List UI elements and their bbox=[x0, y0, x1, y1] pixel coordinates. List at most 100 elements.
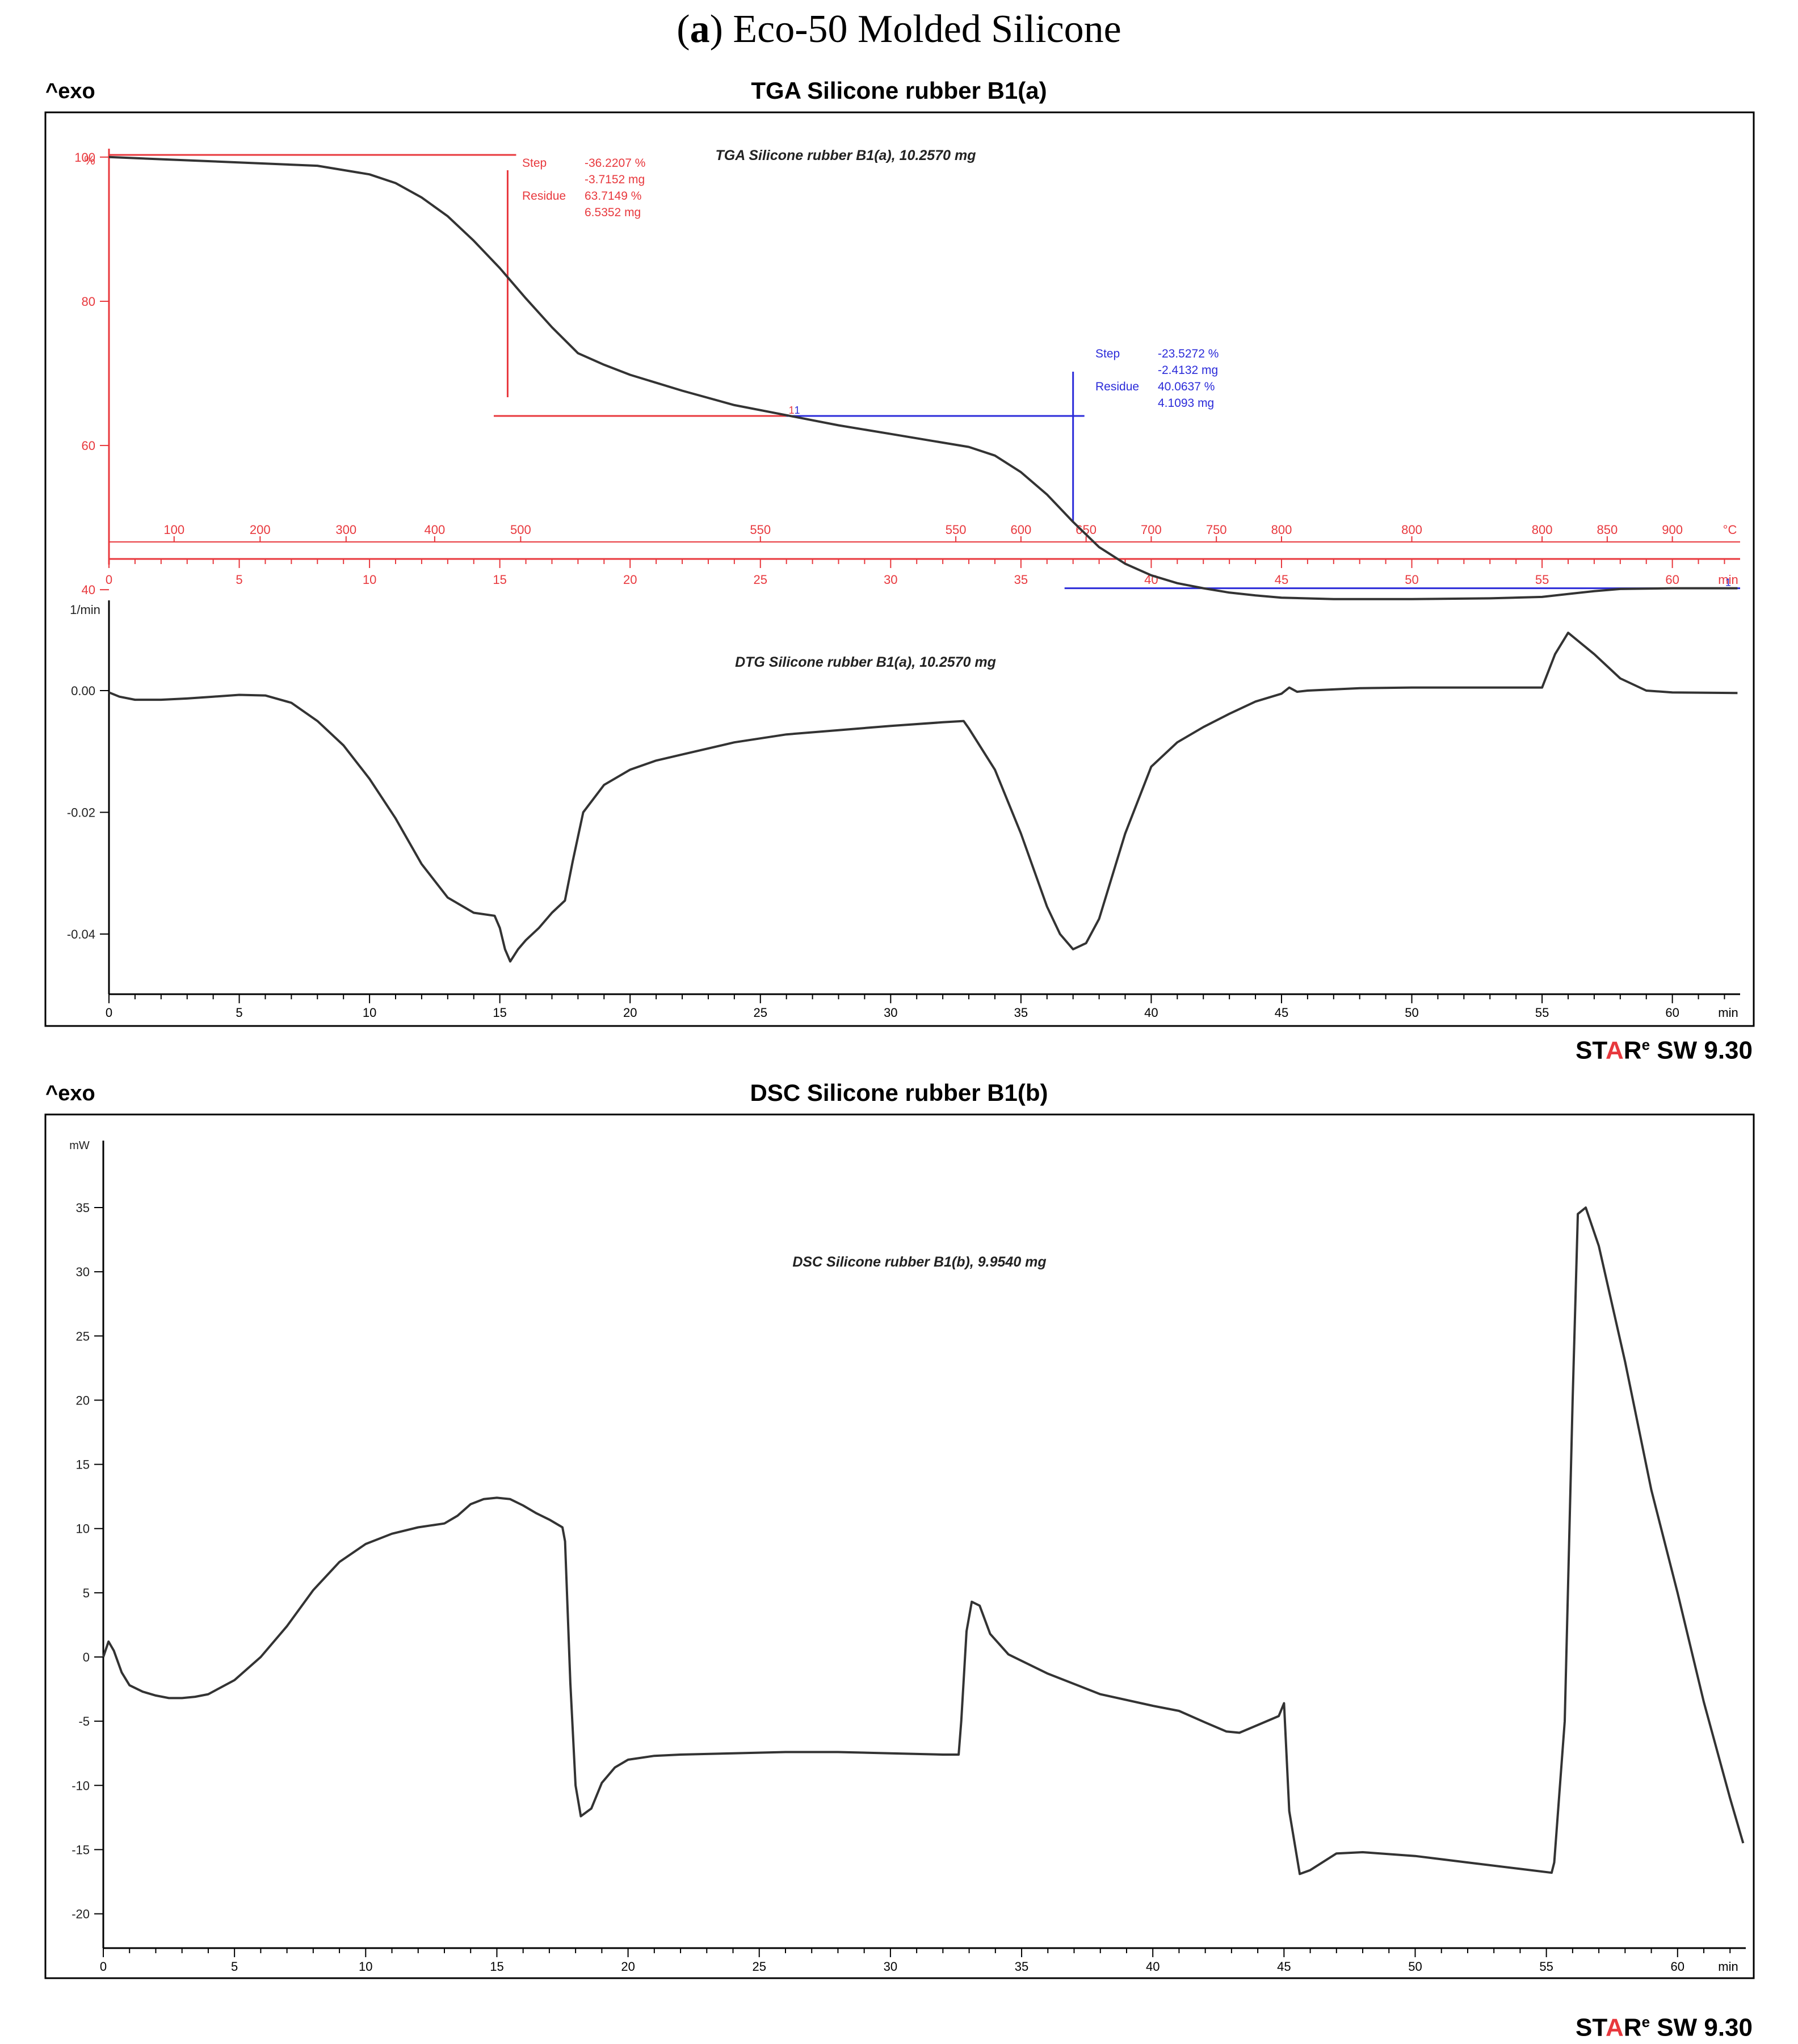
tga-temp-label: 800 bbox=[1532, 523, 1553, 537]
dsc-x-axis-unit: min bbox=[1718, 1959, 1738, 1974]
tga-y-tick-label: 80 bbox=[82, 295, 95, 309]
dsc-y-tick-label: -5 bbox=[78, 1714, 90, 1728]
tga-temp-label: 500 bbox=[510, 523, 531, 537]
dtg-y-tick-label: 0.00 bbox=[71, 684, 95, 698]
tga-temp-label: 200 bbox=[250, 523, 271, 537]
dtg-x-axis-tick-label: 5 bbox=[236, 1006, 242, 1020]
tga-marker-end: 1 bbox=[1725, 577, 1731, 588]
tga-marker-1: 1 bbox=[789, 405, 795, 416]
tga-x-axis-tick-label: 5 bbox=[236, 573, 242, 587]
tga-x-axis-tick-label: 60 bbox=[1665, 573, 1679, 587]
dsc-y-tick-label: 30 bbox=[76, 1265, 90, 1279]
dsc-x-axis-tick-label: 35 bbox=[1015, 1959, 1028, 1974]
dtg-x-axis-tick-label: 30 bbox=[884, 1006, 897, 1020]
dtg-y-tick-label: -0.02 bbox=[67, 806, 95, 820]
dsc-x-axis-tick-label: 25 bbox=[753, 1959, 766, 1974]
tga-y-tick-label: 100 bbox=[74, 150, 95, 165]
dtg-y-unit: 1/min bbox=[70, 603, 100, 617]
tga-temp-label: 850 bbox=[1597, 523, 1618, 537]
dsc-y-tick-label: 20 bbox=[76, 1393, 90, 1407]
dsc-x-axis-tick-label: 55 bbox=[1539, 1959, 1553, 1974]
tga-x-axis-tick-label: 45 bbox=[1275, 573, 1288, 587]
tga-x-axis-tick-label: 35 bbox=[1014, 573, 1028, 587]
dtg-y-tick-label: -0.04 bbox=[67, 927, 95, 941]
tga-temp-label: 600 bbox=[1011, 523, 1032, 537]
dsc-x-axis-tick-label: 45 bbox=[1277, 1959, 1291, 1974]
tga-y-unit: % bbox=[84, 153, 95, 167]
dtg-x-axis-tick-label: 20 bbox=[623, 1006, 637, 1020]
dsc-y-tick-label: 10 bbox=[76, 1522, 90, 1536]
tga-chart-title: TGA Silicone rubber B1(a) bbox=[751, 77, 1047, 104]
software-label-top: STARe SW 9.30 bbox=[1576, 1036, 1753, 1065]
dsc-curve bbox=[102, 1206, 1745, 1875]
dtg-plot: 1/min 0.00 -0.02 -0.04 0 5 10 15 20 25 30 35 40 45 50 5… bbox=[67, 600, 1740, 1020]
tga-x-axis-tick-label: 0 bbox=[106, 573, 112, 587]
dsc-y-tick-label: 5 bbox=[83, 1586, 90, 1600]
dsc-x-axis-tick-label: 40 bbox=[1146, 1959, 1160, 1974]
dsc-y-tick-label: 25 bbox=[76, 1329, 90, 1343]
tga-temp-label: 800 bbox=[1271, 523, 1292, 537]
top-panel-frame bbox=[44, 111, 1755, 1027]
dtg-x-axis-unit: min bbox=[1718, 1006, 1738, 1020]
dsc-y-tick-label: -20 bbox=[72, 1907, 90, 1921]
dsc-y-unit: mW bbox=[69, 1139, 90, 1152]
tga-x-axis-tick-label: 55 bbox=[1535, 573, 1549, 587]
tga-temp-label: 800 bbox=[1401, 523, 1422, 537]
tga-annot2-residue-pct: 40.0637 % bbox=[1158, 380, 1215, 393]
dsc-curve-label: DSC Silicone rubber B1(b), 9.9540 mg bbox=[792, 1254, 1046, 1270]
tga-temp-unit: °C bbox=[1723, 523, 1737, 537]
tga-temp-label: 550 bbox=[750, 523, 771, 537]
tga-annot2-step-label: Step bbox=[1095, 347, 1120, 360]
tga-curve bbox=[108, 155, 1738, 600]
dtg-x-axis-tick-label: 60 bbox=[1665, 1006, 1679, 1020]
dsc-chart-title: DSC Silicone rubber B1(b) bbox=[750, 1079, 1048, 1106]
tga-annot1-residue-pct: 63.7149 % bbox=[585, 190, 641, 203]
dtg-x-axis-tick-label: 15 bbox=[493, 1006, 506, 1020]
dsc-x-axis-tick-label: 5 bbox=[231, 1959, 238, 1974]
dsc-exo-label: ^exo bbox=[45, 1082, 95, 1105]
tga-temp-label: 750 bbox=[1206, 523, 1227, 537]
tga-x-axis-tick-label: 30 bbox=[884, 573, 897, 587]
tga-temp-label: 700 bbox=[1141, 523, 1162, 537]
dsc-y-tick-label: 15 bbox=[76, 1458, 90, 1472]
tga-annot2-step-pct: -23.5272 % bbox=[1158, 347, 1219, 360]
figure-title: (a) Eco-50 Molded Silicone bbox=[677, 7, 1121, 51]
dtg-x-axis-tick-label: 35 bbox=[1014, 1006, 1028, 1020]
tga-x-axis-tick-label: 20 bbox=[623, 573, 637, 587]
tga-y-tick-label: 60 bbox=[82, 439, 95, 453]
tga-annot1-step-label: Step bbox=[522, 157, 547, 170]
tga-x-axis-tick-label: 15 bbox=[493, 573, 506, 587]
tga-annot2-residue-mg: 4.1093 mg bbox=[1158, 397, 1214, 410]
dsc-x-axis-tick-label: 0 bbox=[100, 1959, 107, 1974]
dtg-x-axis-tick-label: 40 bbox=[1144, 1006, 1158, 1020]
dsc-y-tick-label: -10 bbox=[72, 1778, 90, 1793]
dtg-x-axis-tick-label: 10 bbox=[363, 1006, 376, 1020]
tga-temp-label: 900 bbox=[1662, 523, 1683, 537]
tga-x-axis-tick-label: 25 bbox=[754, 573, 767, 587]
tga-temp-label: 300 bbox=[335, 523, 356, 537]
dsc-x-axis-tick-label: 30 bbox=[884, 1959, 897, 1974]
tga-y-tick-label: 40 bbox=[82, 583, 95, 597]
dsc-panel-frame bbox=[44, 1113, 1755, 1979]
tga-annot2-residue-label: Residue bbox=[1095, 380, 1139, 393]
dtg-x-axis-tick-label: 50 bbox=[1405, 1006, 1418, 1020]
software-label-bottom: STARe SW 9.30 bbox=[1576, 2013, 1753, 2042]
tga-annot1-step-mg: -3.7152 mg bbox=[585, 173, 645, 186]
dtg-x-axis-tick-label: 55 bbox=[1535, 1006, 1549, 1020]
dtg-curve bbox=[108, 632, 1738, 963]
dtg-x-axis-tick-label: 25 bbox=[754, 1006, 767, 1020]
dsc-x-axis-tick-label: 60 bbox=[1671, 1959, 1684, 1974]
tga-annot1-residue-label: Residue bbox=[522, 190, 566, 203]
tga-marker-2: 1 bbox=[795, 405, 800, 416]
dtg-x-axis-tick-label: 0 bbox=[106, 1006, 112, 1020]
tga-x-axis-tick-label: 50 bbox=[1405, 573, 1418, 587]
tga-annot1-step-pct: -36.2207 % bbox=[585, 157, 645, 170]
dsc-y-tick-label: -15 bbox=[72, 1843, 90, 1857]
tga-exo-label: ^exo bbox=[45, 79, 95, 103]
tga-temp-label: 550 bbox=[946, 523, 967, 537]
dsc-x-axis-tick-label: 10 bbox=[359, 1959, 372, 1974]
dsc-x-axis-tick-label: 50 bbox=[1408, 1959, 1422, 1974]
